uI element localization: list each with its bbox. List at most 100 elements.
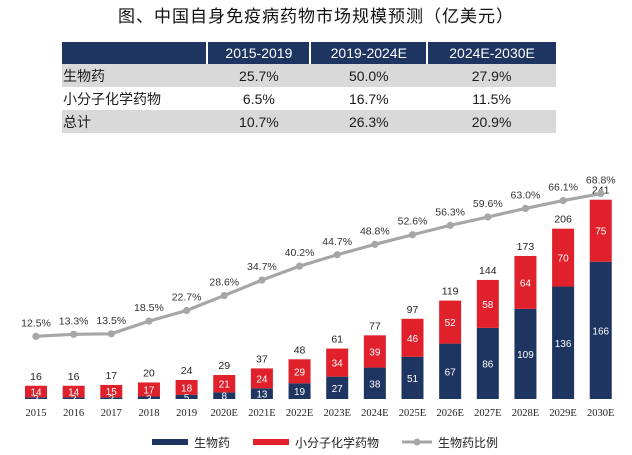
bar-total-label: 206 [554,214,572,226]
ratio-label: 52.6% [398,216,428,228]
bar-small-molecule [439,300,462,344]
bar-label-small-molecule: 14 [68,388,80,399]
bar-label-biologic: 38 [369,379,381,390]
bar-label-small-molecule: 70 [558,254,570,265]
bar-biologic [288,383,311,399]
bar-total-label: 16 [68,371,80,383]
bar-total-label: 97 [407,304,419,316]
bar-biologic [552,286,575,399]
bar-total-label: 24 [181,365,193,377]
bar-small-molecule [100,384,123,398]
ratio-label: 66.1% [548,182,578,194]
bar-small-molecule [589,199,612,262]
table-header: 2024E-2030E [426,42,556,64]
ratio-label: 18.5% [134,302,164,314]
bar-label-small-molecule: 24 [256,374,268,385]
bar-label-small-molecule: 29 [294,367,306,378]
ratio-label: 40.2% [285,247,315,259]
bar-label-small-molecule: 15 [106,387,118,398]
bar-label-biologic: 67 [445,367,457,378]
ratio-point [32,332,40,340]
ratio-label: 44.7% [322,236,352,248]
ratio-point [597,190,605,198]
bar-total-label: 144 [479,265,497,277]
bar-label-biologic: 166 [592,326,609,337]
bar-biologic [363,367,386,399]
bar-biologic [250,388,273,399]
bar-biologic [25,397,47,399]
bar-label-small-molecule: 46 [407,334,419,345]
ratio-label: 13.5% [96,315,126,327]
x-tick-label: 2026E [436,408,463,419]
x-tick-label: 2017 [101,408,122,419]
legend-swatch-small-molecule [253,439,289,445]
x-tick-label: 2022E [286,408,313,419]
ratio-label: 63.0% [511,189,541,201]
ratio-point [107,330,115,338]
bar-small-molecule [514,255,537,309]
legend-label-small-molecule: 小分子化学药物 [295,435,379,450]
x-tick-label: 2016 [63,408,84,419]
bar-total-label: 48 [294,344,306,356]
bar-total-label: 29 [218,360,230,372]
bar-label-biologic: 2 [109,394,115,405]
bar-label-small-molecule: 39 [369,347,381,358]
ratio-label: 68.8% [586,175,616,187]
bar-label-small-molecule: 75 [595,227,607,238]
table-row: 总计 10.7% 26.3% 20.9% [62,110,556,133]
ratio-point [408,231,417,239]
ratio-label: 28.6% [209,277,239,289]
ratio-point [145,317,153,325]
bar-biologic [213,392,236,399]
ratio-point [521,204,530,212]
ratio-point [484,213,492,221]
ratio-label: 13.3% [59,315,89,327]
bar-total-label: 77 [369,320,381,332]
stacked-bar-line-chart: 1421614216152171732018524218292413372919… [21,175,616,450]
ratio-line-group: 12.5% 13.3% 13.5% 18.5% 22.7% 28.6% 34.7% 40.2%… [21,175,616,340]
bar-small-molecule [175,379,198,395]
ratio-label: 34.7% [247,261,277,273]
x-tick-label: 2020E [211,408,238,419]
table-row: 小分子化学药物 6.5% 16.7% 11.5% [62,87,556,110]
growth-rate-table: 2015-2019 2019-2024E 2024E-2030E 生物药 25.… [62,42,556,133]
bar-total-label: 61 [331,334,343,346]
table-header-blank [62,42,208,64]
table-cell: 6.5% [207,87,311,110]
bar-small-molecule [288,359,311,384]
row-label: 生物药 [62,64,208,87]
x-tick-label: 2024E [361,408,388,419]
ratio-label: 22.7% [172,291,202,303]
bar-label-small-molecule: 34 [332,359,344,370]
bar-label-biologic: 8 [221,392,227,403]
bar-label-biologic: 2 [33,394,39,405]
bar-biologic [326,376,349,399]
ratio-point [295,262,304,270]
ratio-point [70,330,78,338]
bar-label-small-molecule: 21 [219,380,231,391]
ratio-point [446,221,454,229]
table-cell: 26.3% [310,110,428,133]
bar-biologic [62,397,85,399]
bar-label-small-molecule: 58 [482,300,494,311]
legend-label-ratio: 生物药比例 [438,436,498,450]
bar-label-biologic: 27 [332,384,344,395]
bar-label-biologic: 13 [256,390,268,401]
legend-swatch-biologic [152,439,188,445]
bar-biologic [175,394,198,399]
bar-small-molecule [401,318,424,357]
bar-biologic [100,397,123,399]
x-tick-label: 2019 [176,408,197,419]
x-tick-label: 2021E [248,408,275,419]
bar-small-molecule [552,228,575,287]
x-tick-label: 2018 [138,408,159,419]
bar-small-molecule [476,279,499,328]
bar-biologic [401,356,424,399]
bar-biologic [439,343,462,399]
bar-total-label: 173 [517,241,535,253]
bar-label-biologic: 19 [294,387,306,398]
table-cell: 50.0% [310,64,428,87]
ratio-point [183,306,191,315]
bar-biologic [514,308,537,399]
bar-label-biologic: 136 [555,339,572,350]
